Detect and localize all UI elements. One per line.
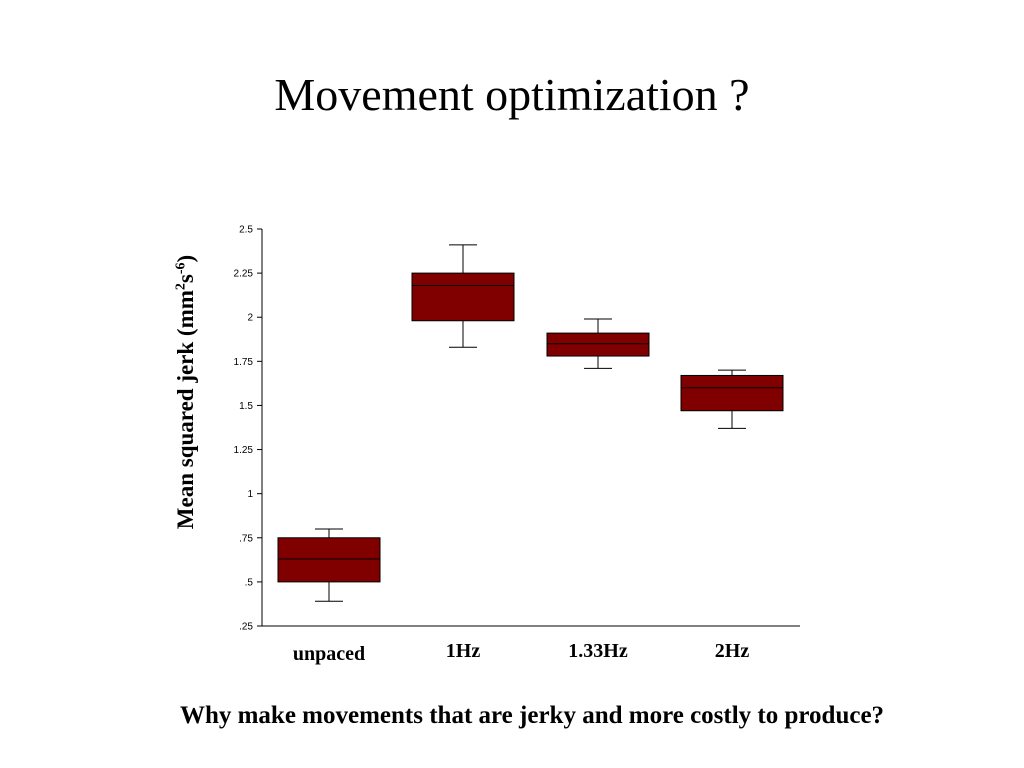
footer-question: Why make movements that are jerky and mo…	[179, 702, 885, 729]
slide-title: Movement optimization ?	[274, 69, 750, 120]
category-label: 1Hz	[446, 640, 481, 662]
category-label: 1.33Hz	[568, 640, 628, 662]
box-1.33Hz	[546, 332, 650, 357]
category-label: unpaced	[293, 643, 365, 665]
y-tick-label: 2	[247, 313, 253, 324]
y-tick-label: 1.5	[239, 401, 253, 412]
y-tick-label: 1.25	[234, 445, 254, 456]
box-unpaced	[277, 537, 381, 583]
y-tick-label: .25	[239, 622, 253, 633]
y-tick-label: 2.25	[234, 269, 254, 280]
y-tick-label: 1.75	[234, 357, 254, 368]
category-label: 2Hz	[715, 640, 750, 662]
y-tick-label: 1	[247, 489, 253, 500]
y-tick-label: .75	[239, 533, 253, 544]
box-1Hz	[411, 272, 515, 322]
y-tick-label: 2.5	[239, 225, 253, 236]
box-2Hz	[680, 374, 784, 412]
y-tick-label: .5	[245, 577, 254, 588]
